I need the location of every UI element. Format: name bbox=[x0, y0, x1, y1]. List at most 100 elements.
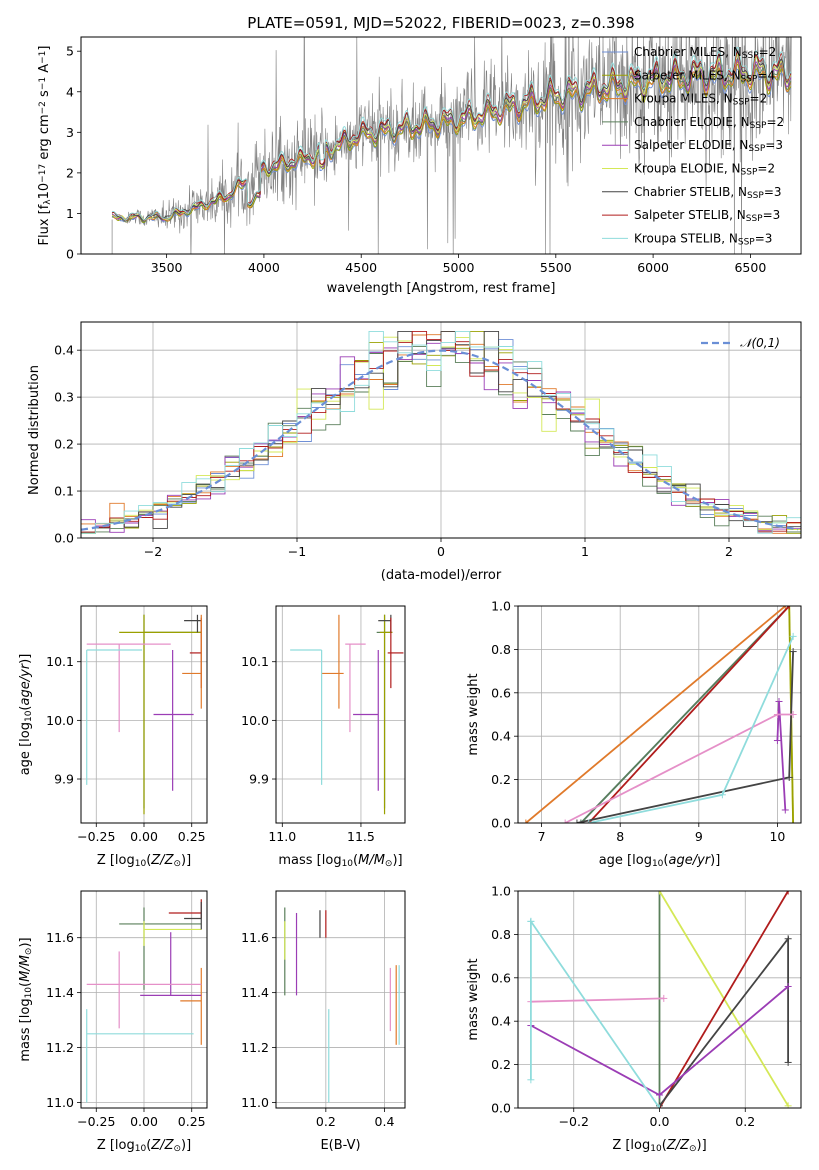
plot-area bbox=[81, 322, 801, 538]
error-bar bbox=[353, 649, 379, 791]
x-tick-label: 4000 bbox=[248, 260, 280, 275]
y-axis-label: Flux [fλ10−17 erg cm−2 s−1 A−1] bbox=[37, 46, 53, 246]
y-tick-label: 0.0 bbox=[54, 531, 74, 546]
residual-histogram bbox=[81, 330, 801, 534]
x-tick-label: 11.0 bbox=[268, 829, 296, 844]
y-axis-label: mass weight bbox=[466, 673, 481, 755]
weight-marker bbox=[561, 819, 569, 823]
x-axis-label: Z [log10(Z/Z⊙)] bbox=[612, 1138, 706, 1154]
residual-histogram bbox=[81, 345, 801, 534]
x-axis-label: age [log10(age/yr)] bbox=[599, 853, 721, 869]
axes-frame bbox=[275, 605, 406, 824]
weight-marker bbox=[775, 697, 783, 705]
x-tick-label: −2 bbox=[144, 544, 162, 559]
y-tick-label: 9.9 bbox=[249, 772, 269, 787]
legend-label: Chabrier ELODIE, NSSP=2 bbox=[634, 115, 784, 131]
axes-frame bbox=[80, 321, 802, 539]
weight-marker bbox=[785, 606, 793, 610]
plot-area bbox=[518, 891, 801, 1108]
y-tick-label: 0.2 bbox=[491, 1057, 511, 1072]
error-bar bbox=[119, 907, 202, 990]
legend-label: Salpeter STELIB, NSSP=3 bbox=[634, 208, 780, 224]
weight-marker bbox=[522, 819, 530, 823]
weight-marker bbox=[656, 1104, 663, 1108]
y-tick-label: 0.6 bbox=[491, 970, 511, 985]
x-tick-label: 1 bbox=[581, 544, 589, 559]
y-tick-label: 0.3 bbox=[54, 390, 74, 405]
y-tick-label: 0.2 bbox=[54, 437, 74, 452]
x-tick-label: 9 bbox=[695, 829, 703, 844]
x-tick-label: 2 bbox=[725, 544, 733, 559]
error-bar bbox=[387, 617, 404, 689]
y-tick-label: 4 bbox=[66, 84, 74, 99]
y-tick-label: 9.9 bbox=[54, 772, 74, 787]
weight-line bbox=[564, 713, 794, 823]
error-bar bbox=[184, 614, 202, 633]
weight-line bbox=[776, 701, 787, 811]
panel-age-vs-Z: −0.25 0.00 0.25 9.9 10.0 10.1 Z [log10(Z/Z⊙)] a… bbox=[18, 605, 208, 869]
x-tick-label: 0 bbox=[437, 544, 445, 559]
residual-histogram bbox=[81, 336, 801, 534]
axes-frame bbox=[80, 36, 802, 255]
weight-line bbox=[580, 606, 790, 823]
x-tick-label: 7 bbox=[538, 829, 546, 844]
x-tick-label: 6500 bbox=[734, 260, 766, 275]
error-bar bbox=[86, 643, 171, 733]
weight-line bbox=[525, 606, 786, 823]
y-tick-label: 11.4 bbox=[46, 985, 74, 1000]
legend-label: Kroupa ELODIE, NSSP=2 bbox=[634, 162, 775, 178]
weight-line bbox=[576, 651, 794, 823]
error-bar bbox=[86, 649, 143, 785]
x-axis-label: Z [log10(Z/Z⊙)] bbox=[97, 853, 191, 869]
plot-area bbox=[518, 606, 801, 823]
x-tick-label: 0.2 bbox=[735, 1114, 755, 1129]
weight-marker bbox=[789, 648, 797, 656]
weight-marker bbox=[784, 1102, 792, 1108]
y-tick-label: 0.8 bbox=[491, 927, 511, 942]
y-tick-label: 0.4 bbox=[491, 1014, 511, 1029]
y-tick-label: 0.1 bbox=[54, 484, 74, 499]
y-tick-label: 10.1 bbox=[241, 654, 269, 669]
model-kroupa-miles bbox=[111, 61, 792, 223]
y-tick-label: 0.0 bbox=[491, 1101, 511, 1116]
panel-residuals: −2 −1 0 1 2 0.0 0.1 0.2 0.3 0.4 (data-model)/error… bbox=[27, 321, 802, 583]
legend-label: Kroupa STELIB, NSSP=3 bbox=[634, 231, 772, 247]
error-bar bbox=[168, 899, 202, 919]
panel-weight-vs-Z: −0.2 0.0 0.2 0.0 0.2 0.4 0.6 0.8 1.0 Z [log10(Z/Z… bbox=[466, 884, 802, 1154]
x-tick-label: 5000 bbox=[443, 260, 475, 275]
error-bar bbox=[153, 649, 194, 791]
weight-marker bbox=[784, 982, 792, 990]
x-tick-label: −0.2 bbox=[559, 1114, 589, 1129]
weight-marker bbox=[781, 606, 789, 610]
x-tick-label: 3500 bbox=[151, 260, 183, 275]
axes-frame bbox=[517, 890, 802, 1109]
weight-marker bbox=[789, 632, 797, 640]
y-axis-label: mass [log10(M/M⊙)] bbox=[18, 937, 34, 1061]
y-tick-label: 0.6 bbox=[491, 685, 511, 700]
weight-line bbox=[530, 918, 661, 1108]
error-bar bbox=[180, 967, 202, 1045]
residual-histogram bbox=[81, 330, 801, 533]
y-tick-label: 10.0 bbox=[46, 713, 74, 728]
legend-label: Chabrier STELIB, NSSP=3 bbox=[634, 185, 782, 201]
error-bar bbox=[345, 643, 366, 733]
weight-marker bbox=[660, 994, 668, 1002]
x-axis-label: (data-model)/error bbox=[381, 568, 502, 583]
axes-frame bbox=[80, 890, 208, 1109]
error-bar bbox=[143, 921, 202, 946]
residual-histogram bbox=[81, 330, 801, 534]
legend-label: Salpeter MILES, NSSP=4 bbox=[634, 68, 775, 84]
axes-frame bbox=[275, 890, 406, 1109]
weight-line bbox=[658, 936, 789, 1107]
legend-label: Kroupa MILES, NSSP=2 bbox=[634, 92, 767, 108]
legend-label: 𝒩(0,1) bbox=[740, 336, 780, 350]
legend: 𝒩(0,1) bbox=[701, 336, 780, 350]
y-tick-label: 10.0 bbox=[241, 713, 269, 728]
weight-marker bbox=[527, 917, 535, 925]
weight-marker bbox=[785, 773, 793, 781]
x-tick-label: 11.5 bbox=[347, 829, 375, 844]
x-tick-label: −0.25 bbox=[77, 1114, 115, 1129]
y-tick-label: 0.4 bbox=[54, 343, 74, 358]
panel-mass-vs-Z: −0.25 0.00 0.25 11.0 11.2 11.4 11.6 Z [log10(Z/… bbox=[18, 890, 208, 1154]
model-kroupa-stelib bbox=[111, 46, 792, 221]
